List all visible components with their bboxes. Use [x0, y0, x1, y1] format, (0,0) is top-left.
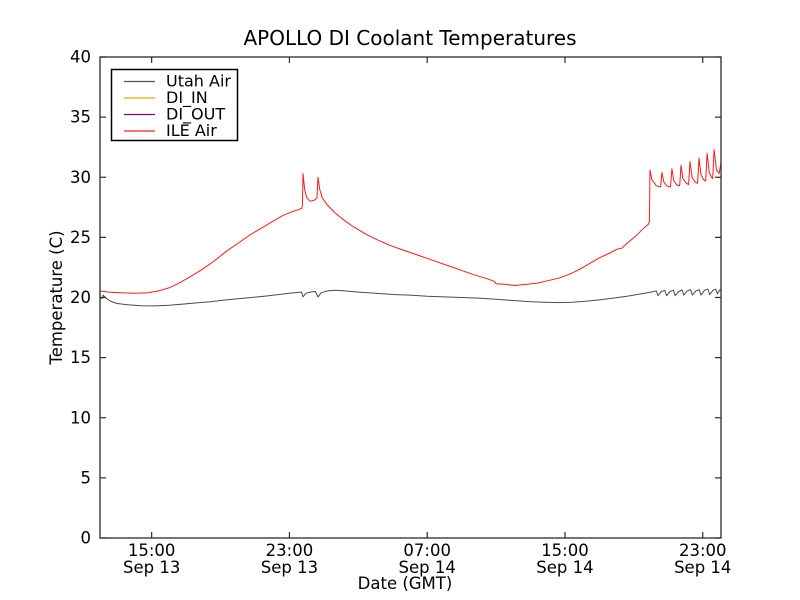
legend-label: DI_OUT: [166, 105, 225, 125]
y-tick-label: 15: [70, 348, 91, 367]
y-tick-label: 35: [70, 108, 91, 127]
x-tick-label-date: Sep 14: [399, 558, 456, 577]
y-tick-label: 20: [70, 288, 91, 307]
y-axis-label: Temperature (C): [47, 230, 66, 365]
y-tick-label: 0: [81, 529, 92, 548]
y-tick-label: 30: [70, 168, 91, 187]
x-axis-label: Date (GMT): [358, 574, 453, 593]
x-tick-label-date: Sep 14: [536, 558, 593, 577]
x-tick-label-time: 15:00: [541, 541, 589, 560]
x-tick-label-date: Sep 13: [123, 558, 180, 577]
x-tick-label-date: Sep 13: [261, 558, 318, 577]
series-line-utah-air: [100, 288, 722, 307]
legend-label: DI_IN: [166, 88, 208, 108]
series-line-ile-air: [99, 149, 722, 294]
x-tick-label-time: 23:00: [679, 541, 727, 560]
y-tick-label: 25: [70, 228, 91, 247]
x-tick-label-time: 23:00: [266, 541, 314, 560]
series-lines: [99, 149, 722, 307]
x-tick-label-date: Sep 14: [674, 558, 731, 577]
legend-label: Utah Air: [166, 72, 231, 91]
y-tick-label: 10: [70, 408, 91, 427]
x-tick-label-time: 15:00: [128, 541, 176, 560]
y-tick-label: 5: [81, 468, 92, 487]
x-tick-label-time: 07:00: [403, 541, 451, 560]
y-tick-label: 40: [70, 48, 91, 67]
legend-label: ILE Air: [166, 121, 217, 140]
chart-title: APOLLO DI Coolant Temperatures: [243, 26, 576, 50]
